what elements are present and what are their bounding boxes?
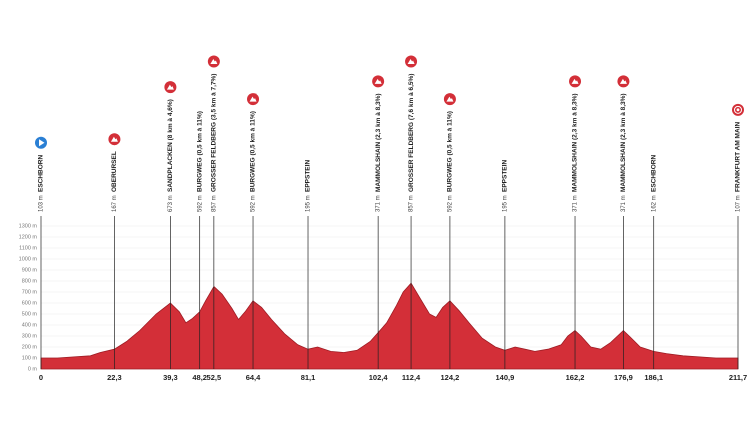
waypoint-icon-start — [35, 136, 47, 149]
y-tick-label: 100 m — [22, 355, 38, 361]
y-tick-label: 0 m — [28, 366, 38, 372]
y-tick-label: 1000 m — [19, 256, 38, 262]
waypoint-name: MAMMOLSHAIN (2,3 km à 8,3%) — [572, 93, 579, 192]
waypoint-altitude: 195 m — [502, 195, 508, 212]
waypoint-icon-climb — [443, 93, 456, 106]
x-tick-label: 124,2 — [441, 373, 460, 382]
waypoint-name: GROSSER FELDBERG (3,5 km à 7,7%) — [211, 74, 218, 192]
icon-mountain — [166, 84, 174, 90]
waypoint-icon-climb — [207, 55, 220, 68]
waypoint-name: GROSSER FELDBERG (7,6 km à 6,5%) — [408, 74, 415, 192]
waypoint-icon-climb — [247, 93, 260, 106]
y-tick-label: 800 m — [22, 278, 38, 284]
y-tick-label: 1100 m — [19, 245, 37, 251]
icon-mountain — [110, 136, 118, 142]
waypoint-name: BURGWEG (0,5 km à 11%) — [196, 111, 203, 192]
icon-mountain — [249, 96, 257, 102]
y-tick-label: 1300 m — [19, 223, 38, 229]
icon-ring — [734, 105, 742, 114]
waypoint-name: MAMMOLSHAIN (2,3 km à 8,3%) — [375, 93, 382, 192]
waypoint-icon-climb — [405, 55, 418, 68]
waypoint-altitude: 167 m — [112, 195, 118, 212]
waypoint-icon-climb — [108, 133, 121, 146]
x-tick-label: 186,1 — [644, 373, 663, 382]
x-tick-label: 0 — [39, 373, 43, 382]
x-tick-label: 48,2 — [192, 373, 207, 382]
waypoint-altitude: 103 m — [39, 195, 45, 212]
y-tick-label: 400 m — [22, 322, 38, 328]
x-tick-label: 162,2 — [566, 373, 585, 382]
waypoint-altitude: 592 m — [447, 195, 453, 212]
icon-triangle — [39, 139, 45, 147]
waypoint-name: FRANKFURT AM MAIN — [735, 122, 742, 192]
waypoint-icon-climb — [164, 81, 177, 94]
x-tick-label: 39,3 — [163, 373, 178, 382]
waypoint-name: MAMMOLSHAIN (2,3 km à 8,3%) — [620, 93, 627, 192]
x-tick-label: 22,3 — [107, 373, 122, 382]
waypoint-altitude: 371 m — [621, 195, 627, 212]
waypoint-altitude: 592 m — [197, 195, 203, 212]
waypoint-altitude: 371 m — [376, 195, 382, 212]
waypoint-altitude: 857 m — [211, 195, 217, 212]
icon-mountain — [407, 59, 415, 65]
waypoint-icon-finish — [732, 103, 744, 116]
y-tick-label: 1200 m — [19, 234, 38, 240]
waypoint-name: SANDPLACKEN (8 km à 4,6%) — [167, 99, 174, 192]
x-tick-label: 211,7 — [729, 373, 747, 382]
x-tick-label: 64,4 — [246, 373, 261, 382]
y-tick-label: 700 m — [22, 289, 38, 295]
waypoint-altitude: 371 m — [573, 195, 579, 212]
y-tick-label: 600 m — [22, 300, 38, 306]
waypoint-name: EPPSTEIN — [305, 160, 312, 192]
icon-dot — [736, 108, 740, 112]
waypoint-altitude: 195 m — [306, 195, 312, 212]
waypoint-altitude: 857 m — [409, 195, 415, 212]
icon-mountain — [446, 96, 454, 102]
x-tick-label: 102,4 — [369, 373, 389, 382]
waypoint-altitude: 107 m — [736, 195, 742, 212]
waypoint-icon-climb — [617, 75, 630, 88]
icon-mountain — [571, 78, 579, 84]
waypoint-icon-climb — [569, 75, 582, 88]
waypoint-name: BURGWEG (0,5 km à 11%) — [447, 111, 454, 192]
waypoint-altitude: 162 m — [651, 195, 657, 212]
y-tick-label: 500 m — [22, 311, 38, 317]
waypoint-name: BURGWEG (0,5 km à 11%) — [250, 111, 257, 192]
waypoint-altitude: 673 m — [168, 195, 174, 212]
y-tick-label: 300 m — [22, 333, 38, 339]
icon-mountain — [619, 78, 627, 84]
waypoint-name: EPPSTEIN — [502, 160, 509, 192]
waypoint-name: OBERURSEL — [111, 151, 118, 192]
x-tick-label: 140,9 — [496, 373, 515, 382]
x-tick-label: 81,1 — [301, 373, 316, 382]
waypoint-name: ESCHBORN — [650, 154, 657, 192]
waypoint-icon-climb — [372, 75, 385, 88]
y-tick-label: 200 m — [22, 344, 38, 350]
y-tick-label: 900 m — [22, 267, 38, 273]
elevation-area — [40, 282, 739, 370]
x-tick-label: 176,9 — [614, 373, 633, 382]
x-tick-label: 52,5 — [207, 373, 222, 382]
x-tick-label: 112,4 — [402, 373, 421, 382]
waypoint-name: ESCHBORN — [38, 154, 45, 192]
waypoint-altitude: 592 m — [251, 195, 257, 212]
icon-mountain — [210, 59, 218, 65]
icon-mountain — [374, 78, 382, 84]
